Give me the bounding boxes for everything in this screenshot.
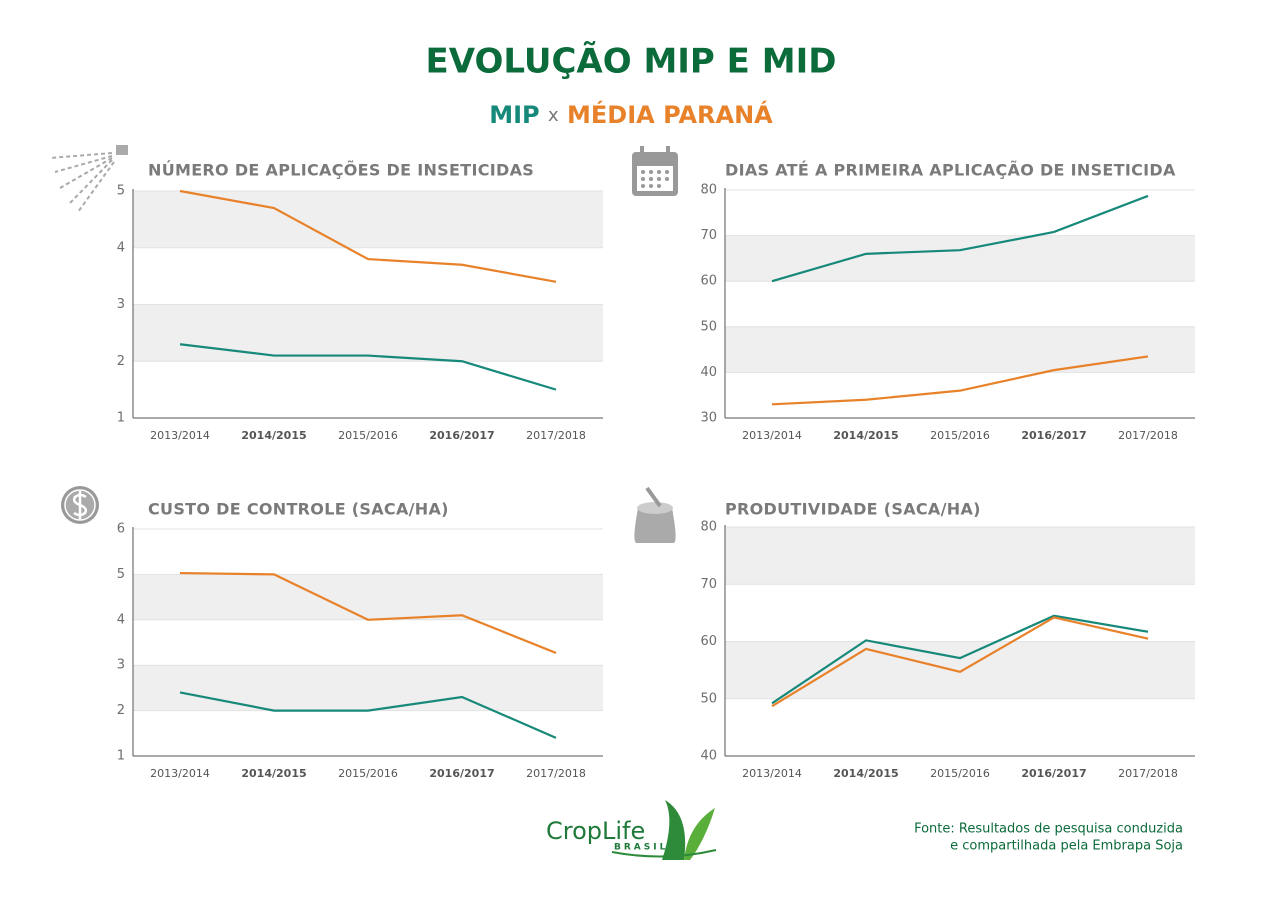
grid-band [133,665,603,711]
x-tick-label: 2013/2014 [150,767,210,780]
source-line: Fonte: Resultados de pesquisa conduzida [914,822,1183,837]
y-tick-label: 1 [117,749,125,764]
series-line [771,194,1149,283]
y-tick-label: 40 [700,749,717,764]
legend-mip: MIP [489,101,539,129]
legend-separator: x [548,105,559,126]
x-tick-label: 2015/2016 [338,429,398,442]
x-tick-label: 2015/2016 [930,429,990,442]
y-tick-label: 4 [117,240,125,255]
logo-sub: BRASIL [614,843,668,853]
series-line [179,189,557,283]
logo-text: CropLife [546,817,645,845]
y-tick-label: 5 [117,567,125,582]
grid-band [133,574,603,620]
x-tick-label: 2014/2015 [241,767,306,780]
sack-icon [634,486,676,543]
y-tick-label: 4 [117,612,125,627]
series-line [179,343,557,391]
x-tick-label: 2017/2018 [526,767,586,780]
y-tick-label: 3 [117,297,125,312]
x-tick-label: 2013/2014 [742,429,802,442]
y-tick-label: 5 [117,184,125,199]
y-tick-label: 70 [700,228,717,243]
logo: CropLife BRASIL [546,800,717,860]
series-line [771,616,1149,708]
x-tick-label: 2015/2016 [338,767,398,780]
chart-title: NÚMERO DE APLICAÇÕES DE INSETICIDAS [148,161,534,180]
legend: MIP x MÉDIA PARANÁ [489,100,773,129]
page-title: EVOLUÇÃO MIP E MID [426,41,837,82]
grid-band [133,304,603,362]
chart-title: PRODUTIVIDADE (SACA/HA) [725,500,981,519]
x-tick-label: 2014/2015 [833,429,898,442]
calendar-icon [632,146,678,196]
y-tick-label: 1 [117,411,125,426]
chart-title: DIAS ATÉ A PRIMEIRA APLICAÇÃO DE INSETIC… [725,161,1176,180]
x-tick-label: 2017/2018 [1118,429,1178,442]
x-tick-label: 2016/2017 [429,429,494,442]
series-line [179,691,557,739]
legend-parana: MÉDIA PARANÁ [567,100,773,129]
y-tick-label: 6 [117,522,125,537]
y-tick-label: 2 [117,703,125,718]
grid-band [725,641,1195,699]
grid-band [725,326,1195,373]
y-tick-label: 80 [700,183,717,198]
sprayer-icon [49,145,128,213]
series-line [771,614,1149,705]
x-tick-label: 2017/2018 [526,429,586,442]
y-tick-label: 30 [700,411,717,426]
y-tick-label: 3 [117,658,125,673]
y-tick-label: 2 [117,354,125,369]
grid-band [725,235,1195,282]
y-tick-label: 40 [700,365,717,380]
x-tick-label: 2014/2015 [241,429,306,442]
x-tick-label: 2015/2016 [930,767,990,780]
series-line [771,355,1149,406]
y-tick-label: 50 [700,319,717,334]
source-line: e compartilhada pela Embrapa Soja [950,839,1183,854]
y-tick-label: 80 [700,520,717,535]
x-tick-label: 2017/2018 [1118,767,1178,780]
dollar-icon [61,486,99,524]
y-tick-label: 70 [700,577,717,592]
grid-band [725,527,1195,585]
x-tick-label: 2013/2014 [742,767,802,780]
x-tick-label: 2016/2017 [429,767,494,780]
x-tick-label: 2013/2014 [150,429,210,442]
x-tick-label: 2016/2017 [1021,767,1086,780]
y-tick-label: 60 [700,634,717,649]
y-tick-label: 50 [700,691,717,706]
chart-title: CUSTO DE CONTROLE (SACA/HA) [148,500,449,519]
x-tick-label: 2014/2015 [833,767,898,780]
y-tick-label: 60 [700,274,717,289]
series-line [179,571,557,654]
x-tick-label: 2016/2017 [1021,429,1086,442]
grid-band [133,191,603,248]
